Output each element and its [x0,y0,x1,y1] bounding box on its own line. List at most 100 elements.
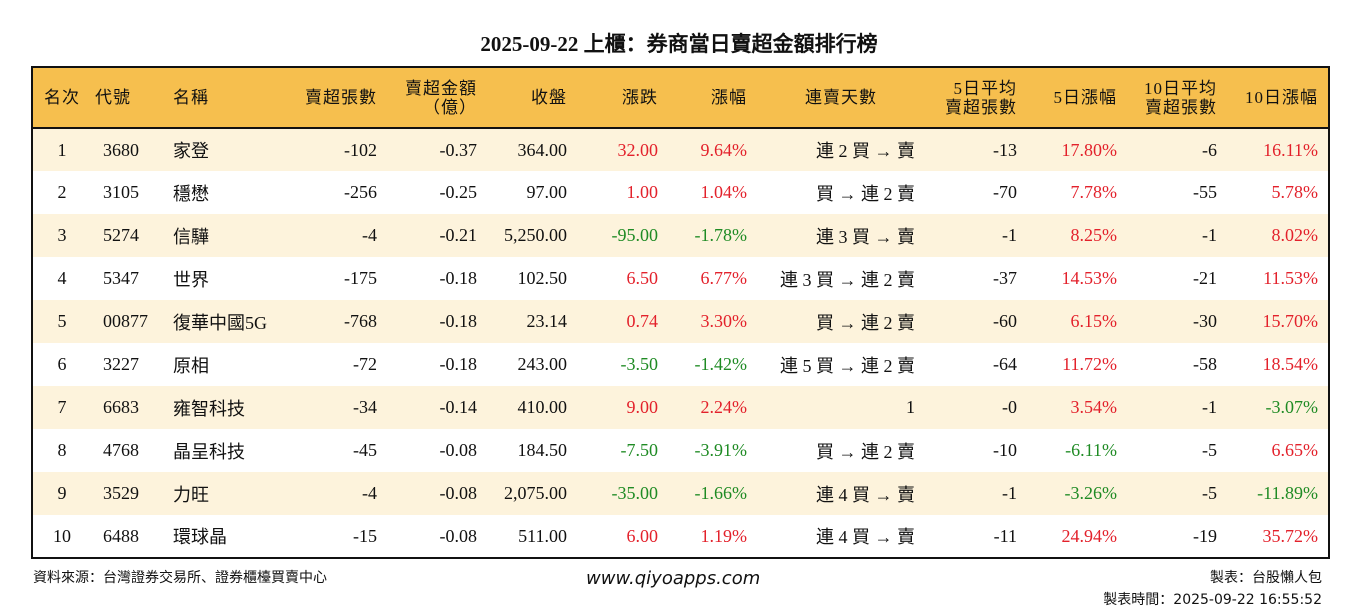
author: 製表：台股懶人包 [1210,570,1322,586]
header-sell-amount: 賣超金額 （億） [405,78,477,117]
cell-pct5: 8.25% [1070,225,1118,245]
ranking-table: 名次 代號 名稱 賣超張數 賣超金額 （億） 收盤 漲跌 漲幅 連賣天數 5日平均 賣超張數 5日漲… [31,66,1330,559]
cell-pct5: 14.53% [1061,268,1118,288]
table-row: 8 4768 晶呈科技 -45 -0.08 184.50 -7.50 -3.91% 買 → 連 … [32,429,1329,472]
cell-sell-volume: -256 [344,182,377,202]
page-title: 2025-09-22 上櫃：券商當日賣超金額排行榜 [480,32,878,56]
header-sell-volume: 賣超張數 [305,88,377,107]
cell-sell-streak: 連 4 買 → 賣 [816,484,915,505]
cell-avg5-sell: -10 [993,440,1017,460]
header-change: 漲跌 [622,88,658,107]
cell-sell-volume: -72 [353,354,377,374]
table-row: 1 3680 家登 -102 -0.37 364.00 32.00 9.64% 連 2 買 → … [32,128,1329,171]
cell-name: 穩懋 [173,183,209,204]
header-avg5-sell: 5日平均 賣超張數 [945,78,1017,117]
cell-pct5: 17.80% [1061,139,1118,160]
cell-sell-volume: -4 [362,483,377,503]
cell-name: 環球晶 [173,527,227,547]
cell-change: 0.74 [626,311,659,331]
cell-change-pct: 2.24% [700,397,748,417]
table-row: 3 5274 信驊 -4 -0.21 5,250.00 -95.00 -1.78% 連 3 買 … [32,214,1329,257]
cell-sell-volume: -45 [353,440,377,460]
cell-avg5-sell: -11 [993,525,1017,546]
table-row: 10 6488 環球晶 -15 -0.08 511.00 6.00 1.19% 連 4 買 → … [32,515,1329,558]
cell-sell-streak: 連 4 買 → 賣 [816,527,915,547]
cell-rank: 9 [57,483,67,503]
cell-change: -3.50 [620,354,659,374]
cell-sell-volume: -102 [344,139,377,160]
cell-avg10-sell: -5 [1202,440,1217,460]
cell-change-pct: -3.91% [694,440,748,460]
cell-sell-streak: 連 5 買 → 連 2 賣 [780,355,915,376]
cell-name: 晶呈科技 [173,441,245,462]
cell-avg10-sell: -19 [1193,525,1217,546]
cell-close: 97.00 [526,182,568,202]
cell-rank: 5 [57,311,67,331]
cell-avg5-sell: -64 [993,354,1017,374]
cell-avg5-sell: -37 [993,268,1017,288]
cell-sell-streak: 1 [906,397,915,417]
cell-sell-amount: -0.18 [439,311,478,331]
cell-rank: 3 [57,225,67,245]
cell-pct5: -6.11% [1065,440,1117,460]
cell-code: 00877 [103,311,148,331]
cell-change: 1.00 [626,182,659,202]
header-close: 收盤 [531,88,567,107]
cell-close: 23.14 [526,311,568,331]
cell-sell-streak: 連 2 買 → 賣 [816,141,915,161]
cell-rank: 6 [57,354,67,374]
cell-code: 5274 [103,225,139,245]
header-sell-streak: 連賣天數 [805,88,877,107]
header-pct10: 10日漲幅 [1245,88,1318,107]
cell-avg10-sell: -1 [1202,397,1217,417]
cell-code: 5347 [103,268,139,288]
cell-rank: 4 [57,268,67,288]
cell-code: 4768 [103,440,139,460]
cell-change-pct: 1.19% [700,525,748,546]
cell-avg10-sell: -6 [1202,139,1217,160]
cell-change: -7.50 [620,440,659,460]
cell-sell-streak: 連 3 買 → 賣 [816,226,915,247]
cell-avg5-sell: -0 [1002,397,1017,417]
cell-sell-amount: -0.08 [439,440,478,460]
cell-close: 511.00 [518,525,567,546]
cell-pct10: -3.07% [1265,397,1319,417]
cell-rank: 8 [57,440,67,460]
cell-name: 力旺 [173,484,209,505]
cell-pct5: 3.54% [1070,397,1118,417]
table-row: 9 3529 力旺 -4 -0.08 2,075.00 -35.00 -1.66% 連 4 買 … [32,472,1329,515]
cell-change-pct: 6.77% [700,268,748,288]
cell-change: 32.00 [617,139,659,160]
cell-name: 原相 [173,355,209,376]
cell-close: 2,075.00 [504,483,567,503]
table-row: 7 6683 雍智科技 -34 -0.14 410.00 9.00 2.24% 1 -0 3.54%… [32,386,1329,429]
header-rank: 名次 [44,88,80,107]
cell-name: 世界 [173,269,209,290]
cell-sell-amount: -0.18 [439,268,478,288]
cell-change-pct: 9.64% [700,139,748,160]
cell-avg5-sell: -1 [1002,483,1017,503]
table-row: 5 00877 復華中國5G -768 -0.18 23.14 0.74 3.30% 買 → 連… [32,300,1329,343]
cell-sell-volume: -34 [353,397,377,417]
cell-pct10: 18.54% [1262,354,1319,374]
header-pct5: 5日漲幅 [1053,88,1117,107]
cell-name: 復華中國5G [173,312,267,333]
cell-name: 信驊 [173,226,209,247]
cell-change-pct: -1.42% [694,354,748,374]
cell-pct10: 16.11% [1263,139,1318,160]
cell-pct5: 7.78% [1070,182,1118,202]
cell-code: 6683 [103,397,139,417]
cell-sell-volume: -768 [344,311,377,331]
header-code: 代號 [95,88,131,107]
cell-sell-amount: -0.18 [439,354,478,374]
cell-pct5: 11.72% [1062,354,1117,374]
cell-avg10-sell: -30 [1193,311,1217,331]
cell-avg10-sell: -5 [1202,483,1217,503]
cell-name: 家登 [173,141,209,161]
table-row: 2 3105 穩懋 -256 -0.25 97.00 1.00 1.04% 買 → 連 2 賣 -… [32,171,1329,214]
website-link[interactable]: www.qiyoapps.com [586,568,761,589]
cell-rank: 10 [53,525,71,546]
generated-time: 製表時間：2025-09-22 16:55:52 [1103,592,1322,608]
header-change-pct: 漲幅 [711,88,747,107]
cell-close: 102.50 [517,268,568,288]
